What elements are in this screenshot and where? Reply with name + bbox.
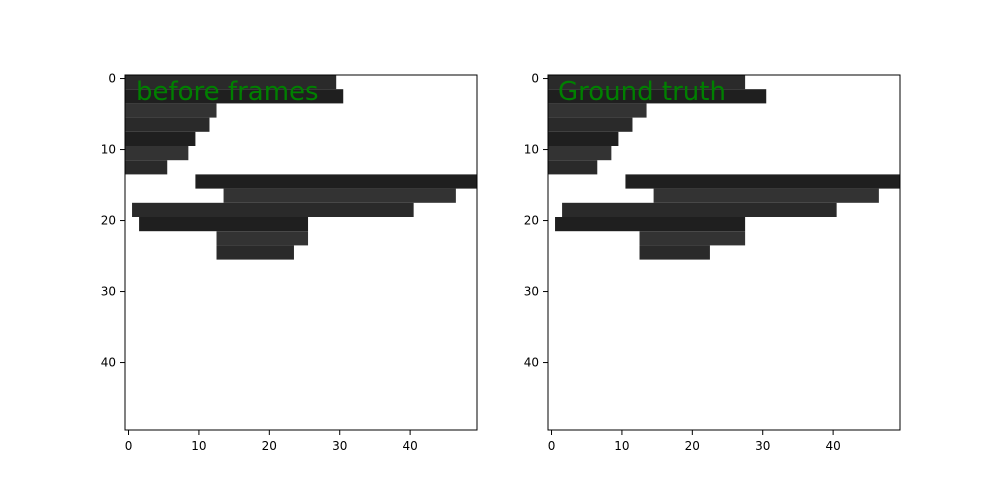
heatmap-dark-band <box>125 131 196 146</box>
x-tick-label: 10 <box>191 439 206 453</box>
x-tick-label: 30 <box>755 439 770 453</box>
right-panel: 0 10 20 30 40 0 10 20 30 40 Ground truth <box>524 72 901 453</box>
heatmap-dark-band <box>548 131 619 146</box>
heatmap-dark-band <box>195 174 477 189</box>
y-tick-label: 10 <box>101 143 116 157</box>
y-tick-label: 20 <box>101 214 116 228</box>
heatmap-dark-band <box>548 75 746 90</box>
x-tick-label: 30 <box>332 439 347 453</box>
heatmap-dark-band <box>548 89 767 104</box>
y-tick-label: 10 <box>524 143 539 157</box>
left-y-ticks: 0 10 20 30 40 <box>101 72 125 370</box>
heatmap-dark-band <box>132 202 414 217</box>
heatmap-dark-band <box>125 146 189 161</box>
x-tick-label: 0 <box>125 439 133 453</box>
heatmap-dark-band <box>639 245 710 260</box>
heatmap-dark-band <box>555 217 746 232</box>
heatmap-dark-band <box>216 245 294 260</box>
heatmap-dark-band <box>125 160 168 175</box>
right-axes-frame <box>547 74 901 431</box>
x-tick-label: 40 <box>825 439 840 453</box>
right-y-ticks: 0 10 20 30 40 <box>524 72 548 370</box>
right-x-ticks: 0 10 20 30 40 <box>548 430 841 453</box>
right-overlay-label: Ground truth <box>558 77 726 107</box>
heatmap-dark-band <box>548 103 647 118</box>
y-tick-label: 30 <box>101 285 116 299</box>
y-tick-label: 0 <box>531 72 539 86</box>
heatmap-dark-band <box>548 117 633 132</box>
heatmap-dark-band <box>223 188 456 203</box>
heatmap-dark-band <box>125 75 337 90</box>
heatmap-dark-band <box>639 231 746 246</box>
x-tick-label: 10 <box>614 439 629 453</box>
x-tick-label: 40 <box>402 439 417 453</box>
x-tick-label: 20 <box>685 439 700 453</box>
heatmap-dark-band <box>562 202 837 217</box>
heatmap-dark-band <box>139 217 309 232</box>
y-tick-label: 40 <box>524 356 539 370</box>
left-heatmap <box>125 75 477 430</box>
y-tick-label: 40 <box>101 356 116 370</box>
heatmap-dark-band <box>625 174 900 189</box>
left-overlay-label: before frames <box>136 77 319 107</box>
y-tick-label: 30 <box>524 285 539 299</box>
left-panel: 0 10 20 30 40 0 10 20 30 40 before frames <box>101 72 478 453</box>
heatmap-dark-band <box>125 89 344 104</box>
heatmap-dark-band <box>548 160 598 175</box>
x-tick-label: 20 <box>262 439 277 453</box>
y-tick-label: 0 <box>108 72 116 86</box>
heatmap-dark-band <box>125 103 217 118</box>
heatmap-dark-band <box>653 188 879 203</box>
left-axes-frame <box>124 74 478 431</box>
heatmap-dark-band <box>548 146 612 161</box>
right-heatmap <box>548 75 900 430</box>
heatmap-dark-band <box>125 117 210 132</box>
y-tick-label: 20 <box>524 214 539 228</box>
left-x-ticks: 0 10 20 30 40 <box>125 430 418 453</box>
heatmap-dark-band <box>216 231 309 246</box>
x-tick-label: 0 <box>548 439 556 453</box>
